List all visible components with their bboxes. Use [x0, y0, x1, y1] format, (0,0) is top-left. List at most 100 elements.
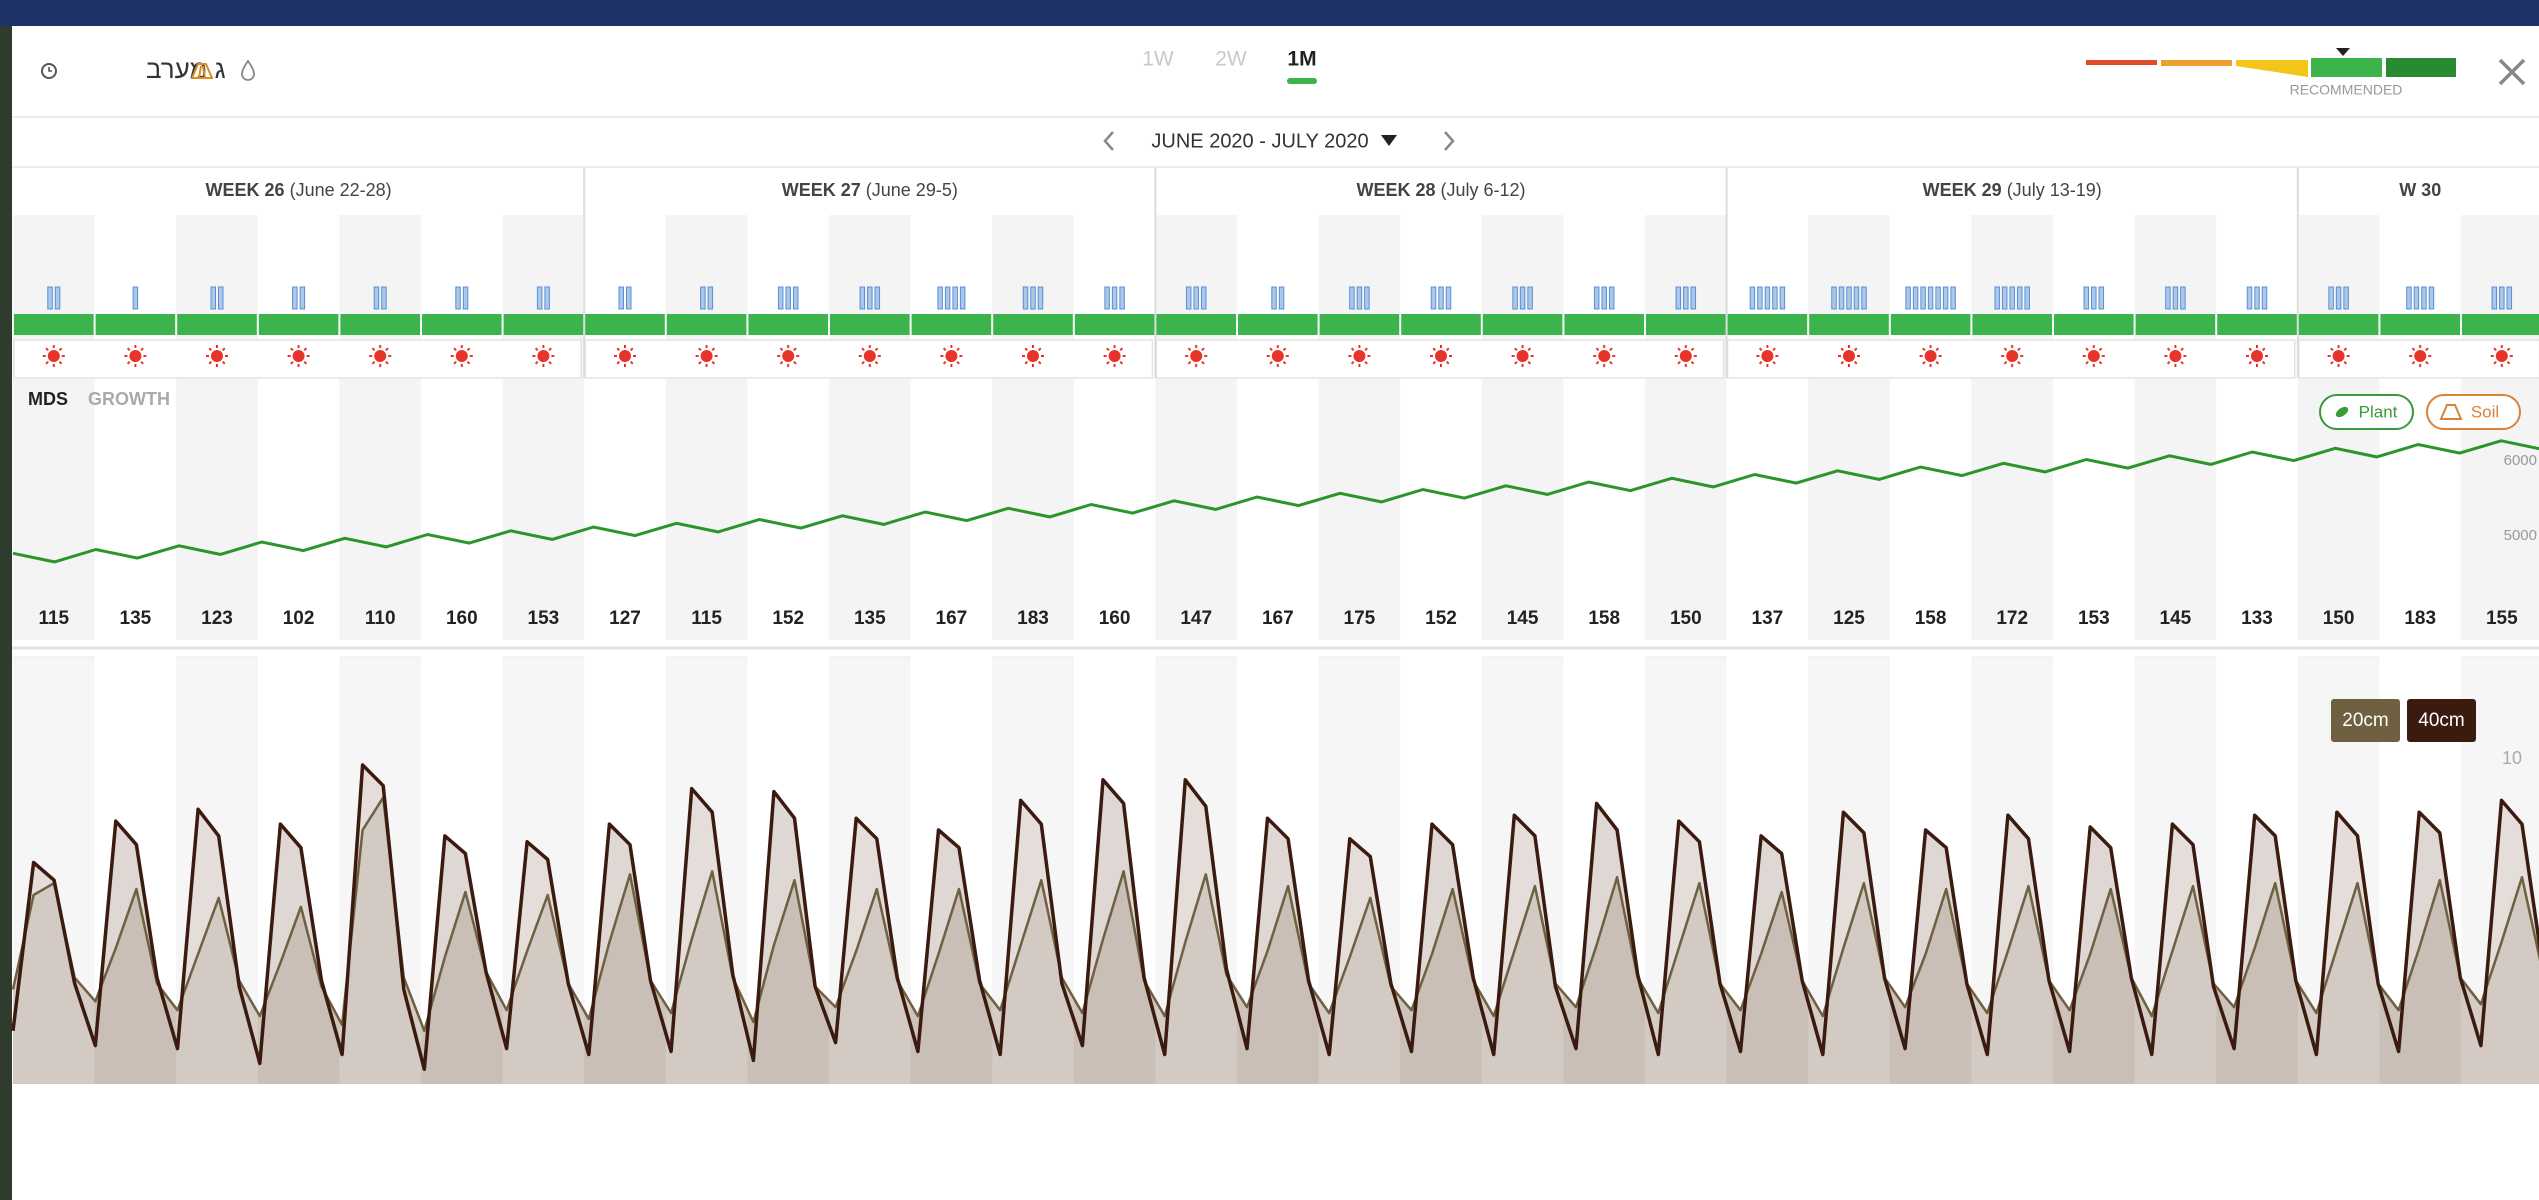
irrigation-bar [2422, 287, 2427, 309]
sun-core [2251, 350, 2263, 362]
daily-value: 145 [2160, 608, 2192, 629]
irrigation-bar [1609, 287, 1614, 309]
week-header: WEEK 29 (July 13-19) [1923, 180, 2102, 200]
irrigation-bar [1357, 287, 1362, 309]
irrigation-day [133, 287, 138, 309]
day-stripe-overlay [1482, 660, 1564, 1084]
irrigation-bar [2329, 287, 2334, 309]
daily-value: 137 [1752, 608, 1784, 629]
irrigation-bar [708, 287, 713, 309]
irrigation-bar [2173, 287, 2178, 309]
daily-value: 115 [38, 608, 69, 629]
sun-core [1353, 350, 1365, 362]
day-stripe [1645, 215, 1727, 640]
week-header: WEEK 28 (July 6-12) [1356, 180, 1525, 200]
irrigation-band [14, 314, 94, 335]
day-stripe-overlay [1808, 660, 1890, 1084]
irrigation-bar [1194, 287, 1199, 309]
sun-core [1843, 350, 1855, 362]
irrigation-bar [1943, 287, 1948, 309]
irrigation-bar [860, 287, 865, 309]
irrigation-band [1320, 314, 1400, 335]
chart-tab[interactable]: GROWTH [88, 389, 170, 409]
irrigation-band [912, 314, 992, 335]
chart-tab[interactable]: MDS [28, 389, 68, 409]
irrigation-bar [627, 287, 632, 309]
irrigation-bar [793, 287, 798, 309]
irrigation-bar [1913, 287, 1918, 309]
sun-core [945, 350, 957, 362]
day-stripe [2135, 215, 2217, 640]
irrigation-bar [1758, 287, 1763, 309]
irrigation-band [993, 314, 1073, 335]
period-tab[interactable]: 1W [1142, 48, 1174, 71]
legend-button[interactable]: 40cm [2407, 699, 2476, 742]
daily-value: 150 [1670, 608, 1702, 629]
irrigation-bar [2407, 287, 2412, 309]
sun-core [48, 350, 60, 362]
daily-value: 102 [283, 608, 315, 629]
irrigation-bar [2507, 287, 2512, 309]
irrigation-bar [2084, 287, 2089, 309]
irrigation-bar [55, 287, 60, 309]
irrigation-band [2380, 314, 2460, 335]
screen: ג מערב RECOMMENDED JUNE 2020 - JULY 2020… [0, 0, 2539, 1200]
day-stripe [992, 215, 1074, 640]
irrigation-bar [2025, 287, 2030, 309]
daily-value: 135 [854, 608, 886, 629]
irrigation-bar [1201, 287, 1206, 309]
legend-label: RECOMMENDED [2290, 82, 2403, 98]
irrigation-bar [1921, 287, 1926, 309]
day-stripe [503, 215, 585, 640]
sun-core [2169, 350, 2181, 362]
irrigation-bar [2166, 287, 2171, 309]
period-underline [1287, 78, 1317, 84]
irrigation-bar [2255, 287, 2260, 309]
date-range[interactable]: JUNE 2020 - JULY 2020 [1151, 130, 1368, 152]
day-stripe-overlay [666, 660, 748, 1084]
daily-value: 172 [1996, 608, 2028, 629]
irrigation-band [1156, 314, 1236, 335]
period-tab[interactable]: 2W [1215, 48, 1247, 71]
irrigation-bar [1112, 287, 1117, 309]
daily-value: 147 [1180, 608, 1212, 629]
day-stripe [829, 215, 911, 640]
daily-value: 158 [1915, 608, 1947, 629]
irrigation-day [860, 287, 880, 309]
daily-value: 125 [1833, 608, 1865, 629]
irrigation-bar [1750, 287, 1755, 309]
irrigation-bar [1350, 287, 1355, 309]
irrigation-bar [2002, 287, 2007, 309]
legend-button[interactable]: 20cm [2331, 699, 2400, 742]
irrigation-bar [1862, 287, 1867, 309]
irrigation-day [1594, 287, 1614, 309]
irrigation-band [585, 314, 665, 335]
irrigation-bar [938, 287, 943, 309]
toggle-button[interactable]: Plant [2320, 395, 2413, 429]
sun-core [701, 350, 713, 362]
irrigation-band [1728, 314, 1808, 335]
day-stripe [1971, 215, 2053, 640]
irrigation-day [1186, 287, 1206, 309]
page: {"header": {"title": "ג מערב", "periods"… [0, 0, 2539, 1200]
irrigation-band [2217, 314, 2297, 335]
irrigation-bar [1038, 287, 1043, 309]
irrigation-bar [2181, 287, 2186, 309]
day-stripe [1319, 215, 1401, 640]
legend-label: 40cm [2418, 710, 2464, 731]
irrigation-bar [786, 287, 791, 309]
irrigation-bar [2017, 287, 2022, 309]
irrigation-band [1564, 314, 1644, 335]
irrigation-band [177, 314, 257, 335]
irrigation-bar [1951, 287, 1956, 309]
irrigation-bar [1023, 287, 1028, 309]
week-dates: (June 29-5) [861, 180, 958, 200]
y-tick-label: 6000 [2504, 452, 2537, 469]
toggle-button[interactable]: Soil [2427, 395, 2520, 429]
legend-label: 20cm [2342, 710, 2388, 731]
period-tab[interactable]: 1M [1287, 48, 1316, 71]
week-dates: (July 6-12) [1436, 180, 1526, 200]
irrigation-bar [1105, 287, 1110, 309]
sun-core [211, 350, 223, 362]
irrigation-bar [1520, 287, 1525, 309]
